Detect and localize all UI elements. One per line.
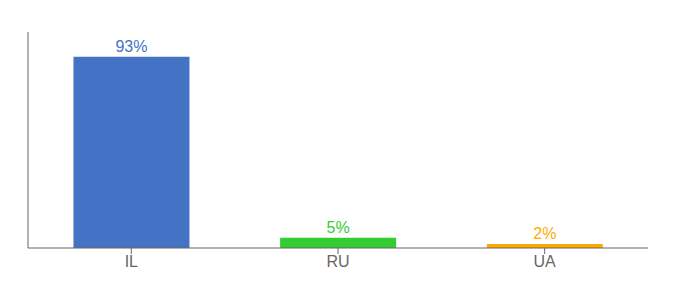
svg-text:93%: 93% bbox=[115, 38, 147, 55]
svg-text:5%: 5% bbox=[327, 219, 350, 236]
svg-text:2%: 2% bbox=[533, 225, 556, 242]
svg-text:IL: IL bbox=[125, 253, 138, 270]
svg-text:UA: UA bbox=[534, 253, 557, 270]
svg-text:RU: RU bbox=[326, 253, 349, 270]
